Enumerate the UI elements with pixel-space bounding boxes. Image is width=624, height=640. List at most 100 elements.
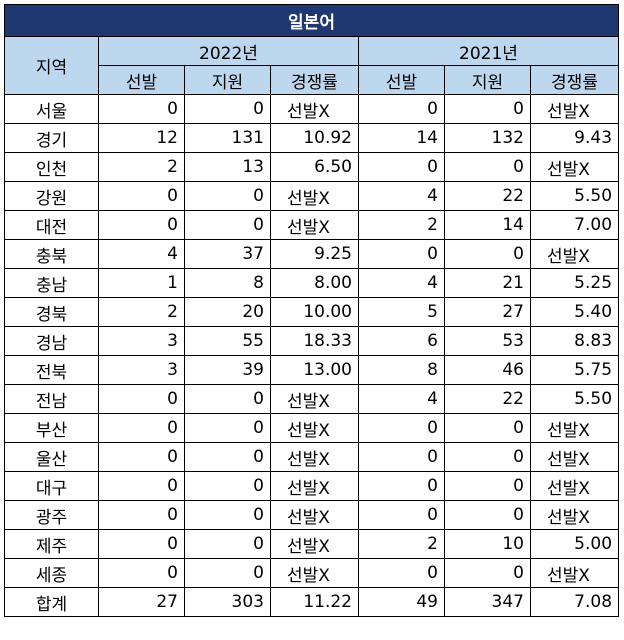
competition-table-container: 일본어 지역 2022년 2021년 선발 지원 경쟁률 선발 지원 경쟁률 서…: [3, 4, 620, 617]
rate-cell: 선발X: [270, 442, 359, 472]
applicants-cell: 303: [184, 587, 271, 617]
rate-cell: 선발X: [270, 558, 359, 588]
selected-cell: 0: [98, 210, 185, 240]
rate-cell: 5.50: [529, 384, 620, 414]
rate-cell: 선발X: [529, 413, 620, 443]
region-cell: 서울: [4, 94, 99, 124]
table-row: 충북 4 37 9.25 0 0 선발X: [4, 239, 620, 269]
selected-cell: 4: [358, 384, 445, 414]
region-cell: 전남: [4, 384, 99, 414]
competition-rate-table: 일본어 지역 2022년 2021년 선발 지원 경쟁률 선발 지원 경쟁률 서…: [3, 4, 620, 617]
year-2021-header: 2021년: [357, 36, 620, 66]
applicants-cell: 131: [184, 123, 271, 153]
selected-cell: 0: [98, 94, 185, 124]
applicants-cell: 347: [444, 587, 531, 617]
selected-cell: 0: [98, 442, 185, 472]
rate-cell: 선발X: [270, 384, 359, 414]
applicants-cell: 21: [444, 268, 531, 298]
table-row: 부산 0 0 선발X 0 0 선발X: [4, 413, 620, 443]
table-row: 충남 1 8 8.00 4 21 5.25: [4, 268, 620, 298]
rate-cell: 5.00: [529, 529, 620, 559]
rate-cell: 7.08: [529, 587, 620, 617]
applicants-cell: 22: [444, 384, 531, 414]
region-cell: 경기: [4, 123, 99, 153]
selected-cell: 0: [358, 471, 445, 501]
rate-cell: 5.75: [529, 355, 620, 385]
rate-cell: 18.33: [270, 326, 359, 356]
applicants-cell: 55: [184, 326, 271, 356]
applicants-cell: 0: [444, 152, 531, 182]
rate-cell: 선발X: [529, 442, 620, 472]
region-cell: 광주: [4, 500, 99, 530]
applicants-cell: 0: [444, 442, 531, 472]
region-cell: 울산: [4, 442, 99, 472]
rate-cell: 선발X: [529, 152, 620, 182]
selected-cell: 0: [358, 152, 445, 182]
applicants-cell: 0: [184, 413, 271, 443]
rate-cell: 선발X: [529, 471, 620, 501]
region-cell: 전북: [4, 355, 99, 385]
region-cell: 강원: [4, 181, 99, 211]
region-header: 지역: [4, 36, 99, 95]
table-row: 전남 0 0 선발X 4 22 5.50: [4, 384, 620, 414]
table-row: 세종 0 0 선발X 0 0 선발X: [4, 558, 620, 588]
selected-cell: 12: [98, 123, 185, 153]
table-row: 제주 0 0 선발X 2 10 5.00: [4, 529, 620, 559]
applicants-cell: 27: [444, 297, 531, 327]
rate-cell: 선발X: [270, 500, 359, 530]
applicants-cell: 10: [444, 529, 531, 559]
rate-cell: 5.25: [529, 268, 620, 298]
selected-cell: 5: [358, 297, 445, 327]
applicants-cell: 0: [184, 471, 271, 501]
applicants-cell: 39: [184, 355, 271, 385]
rate-cell: 10.92: [270, 123, 359, 153]
table-row: 서울 0 0 선발X 0 0 선발X: [4, 94, 620, 124]
selected-cell: 0: [98, 500, 185, 530]
selected-cell: 0: [98, 413, 185, 443]
selected-cell: 4: [358, 268, 445, 298]
selected-cell: 49: [358, 587, 445, 617]
table-row: 광주 0 0 선발X 0 0 선발X: [4, 500, 620, 530]
table-row: 인천 2 13 6.50 0 0 선발X: [4, 152, 620, 182]
table-body: 서울 0 0 선발X 0 0 선발X 경기 12 131 10.92 14 132 9.43 인천 2 13 6.…: [4, 94, 620, 617]
applicants-cell: 20: [184, 297, 271, 327]
applicants-cell: 22: [444, 181, 531, 211]
region-cell: 합계: [4, 587, 99, 617]
selected-cell: 8: [358, 355, 445, 385]
region-cell: 대구: [4, 471, 99, 501]
selected-cell: 0: [98, 529, 185, 559]
selected-cell: 6: [358, 326, 445, 356]
region-cell: 세종: [4, 558, 99, 588]
region-cell: 경남: [4, 326, 99, 356]
region-cell: 대전: [4, 210, 99, 240]
applicants-cell: 0: [444, 94, 531, 124]
selected-cell: 1: [98, 268, 185, 298]
col-header-2022-rate: 경쟁률: [270, 65, 359, 95]
table-title: 일본어: [3, 4, 620, 37]
region-cell: 충북: [4, 239, 99, 269]
rate-cell: 선발X: [529, 239, 620, 269]
rate-cell: 선발X: [270, 94, 359, 124]
rate-cell: 선발X: [270, 210, 359, 240]
rate-cell: 5.40: [529, 297, 620, 327]
applicants-cell: 0: [184, 558, 271, 588]
selected-cell: 2: [358, 529, 445, 559]
applicants-cell: 0: [184, 384, 271, 414]
year-2022-header: 2022년: [98, 36, 359, 66]
region-cell: 제주: [4, 529, 99, 559]
applicants-cell: 0: [184, 210, 271, 240]
selected-cell: 0: [358, 500, 445, 530]
selected-cell: 0: [98, 181, 185, 211]
rate-cell: 선발X: [529, 500, 620, 530]
rate-cell: 5.50: [529, 181, 620, 211]
rate-cell: 8.83: [529, 326, 620, 356]
applicants-cell: 0: [184, 442, 271, 472]
table-row: 대구 0 0 선발X 0 0 선발X: [4, 471, 620, 501]
rate-cell: 8.00: [270, 268, 359, 298]
table-row: 경기 12 131 10.92 14 132 9.43: [4, 123, 620, 153]
rate-cell: 6.50: [270, 152, 359, 182]
table-row: 전북 3 39 13.00 8 46 5.75: [4, 355, 620, 385]
rate-cell: 선발X: [270, 529, 359, 559]
applicants-cell: 0: [444, 558, 531, 588]
region-cell: 경북: [4, 297, 99, 327]
